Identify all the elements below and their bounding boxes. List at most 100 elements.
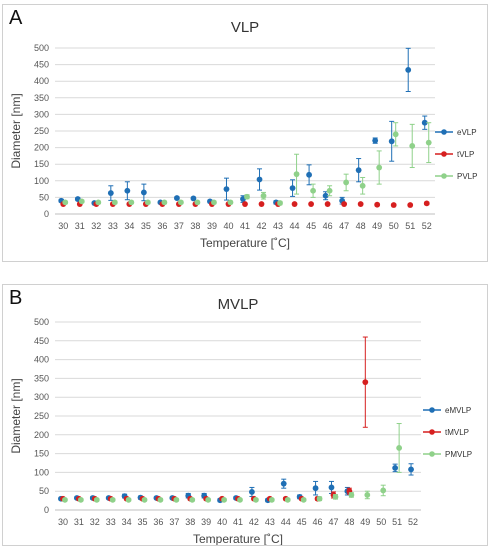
x-tick-label: 35 (141, 221, 151, 231)
point-evlp (405, 67, 412, 73)
point-evlp (355, 167, 362, 174)
y-tick-label: 300 (34, 392, 49, 402)
chart-panel-mvlp: B MVLP 0 50 100 150 200 250 300 350 400 450 500 30 31… (2, 284, 488, 546)
point-evlp (421, 119, 428, 126)
point-pvlp (178, 199, 184, 206)
y-tick-label: 200 (34, 430, 49, 440)
panel-label-a: A (9, 7, 23, 29)
point-evlp (140, 189, 147, 196)
point-emvlp (280, 480, 287, 487)
x-tick-label: 51 (392, 517, 402, 527)
x-tick-label: 34 (124, 221, 134, 231)
point-pvlp (277, 200, 283, 206)
chart-mvlp: MVLP 0 50 100 150 200 250 300 350 400 450 500 30 31 32… (9, 296, 472, 546)
point-pvlp (244, 193, 250, 200)
y-axis-title: Diameter [nm] (9, 378, 23, 453)
x-tick-label: 33 (108, 221, 118, 231)
point-pvlp (194, 199, 201, 206)
point-pmvlp (348, 492, 355, 498)
point-pmvlp (173, 496, 180, 503)
point-pvlp (409, 143, 416, 149)
x-tick-label: 52 (408, 517, 418, 527)
point-pmvlp (205, 496, 212, 503)
x-tick-label: 49 (372, 221, 382, 231)
legend-marker-pvlp (441, 173, 447, 179)
point-pvlp (293, 171, 300, 178)
x-tick-label: 37 (169, 517, 179, 527)
y-tick-label: 400 (34, 76, 49, 86)
point-pmvlp (316, 495, 323, 502)
point-emvlp (249, 489, 255, 495)
point-evlp (190, 195, 197, 202)
point-pvlp (227, 199, 234, 206)
legend-label: eMVLP (445, 406, 471, 415)
y-tick-label: 450 (34, 336, 49, 346)
point-tmvlp (362, 379, 369, 386)
point-emvlp (408, 466, 414, 473)
point-pvlp (78, 198, 85, 205)
legend-marker-emvlp (429, 407, 435, 413)
x-tick-label: 43 (273, 221, 283, 231)
legend-marker-pmvlp (429, 451, 435, 457)
point-pvlp (359, 182, 366, 189)
point-evlp (223, 186, 230, 193)
x-tick-label: 31 (74, 517, 84, 527)
x-tick-label: 44 (281, 517, 291, 527)
point-pmvlp (237, 496, 243, 503)
point-pmvlp (364, 492, 371, 498)
chart-vlp: VLP 0 50 100 150 200 250 300 350 400 450 500 30 31 32 3… (9, 19, 477, 250)
x-tick-label: 37 (174, 221, 184, 231)
point-pvlp (392, 131, 399, 138)
point-pmvlp (221, 496, 227, 503)
y-tick-label: 200 (34, 143, 49, 153)
point-pmvlp (157, 496, 164, 503)
y-tick-label: 350 (34, 373, 49, 383)
legend-marker-evlp (441, 129, 447, 135)
x-tick-label: 31 (75, 221, 85, 231)
x-tick-label: 36 (153, 517, 163, 527)
point-pmvlp (141, 496, 148, 503)
point-evlp (372, 137, 379, 144)
point-pmvlp (62, 496, 68, 503)
point-pvlp (62, 199, 69, 206)
x-tick-label: 47 (328, 517, 338, 527)
legend-marker-tvlp (441, 151, 447, 157)
point-tvlp (390, 202, 397, 208)
point-pmvlp (332, 493, 339, 500)
point-emvlp (312, 485, 319, 492)
point-evlp (289, 185, 296, 192)
point-tvlp (258, 201, 265, 207)
x-tick-label: 36 (157, 221, 167, 231)
y-tick-label: 400 (34, 355, 49, 365)
x-tick-label: 46 (323, 221, 333, 231)
y-tick-label: 450 (34, 60, 49, 70)
point-pvlp (128, 199, 135, 206)
point-evlp (322, 192, 329, 199)
point-tvlp (291, 201, 298, 207)
x-tick-label: 32 (90, 517, 100, 527)
legend-label: PVLP (457, 172, 477, 181)
point-evlp (107, 190, 114, 196)
y-tick-label: 50 (39, 192, 49, 202)
x-tick-label: 50 (376, 517, 386, 527)
point-pmvlp (284, 496, 291, 503)
y-tick-label: 500 (34, 43, 49, 53)
point-tvlp (324, 201, 331, 207)
point-pvlp (111, 199, 118, 206)
panel-label-b: B (9, 287, 23, 309)
legend-label: eVLP (457, 128, 477, 137)
point-pmvlp (380, 487, 387, 494)
x-tick-label: 48 (344, 517, 354, 527)
legend-marker-tmvlp (429, 429, 435, 435)
legend-label: tVLP (457, 150, 474, 159)
x-tick-label: 42 (257, 221, 267, 231)
y-tick-label: 0 (44, 505, 49, 515)
point-pvlp (144, 199, 151, 206)
point-tvlp (341, 201, 348, 207)
legend-label: tMVLP (445, 428, 469, 437)
point-pvlp (310, 187, 316, 194)
point-pvlp (161, 199, 168, 206)
point-pvlp (260, 192, 267, 199)
point-pmvlp (189, 496, 196, 503)
